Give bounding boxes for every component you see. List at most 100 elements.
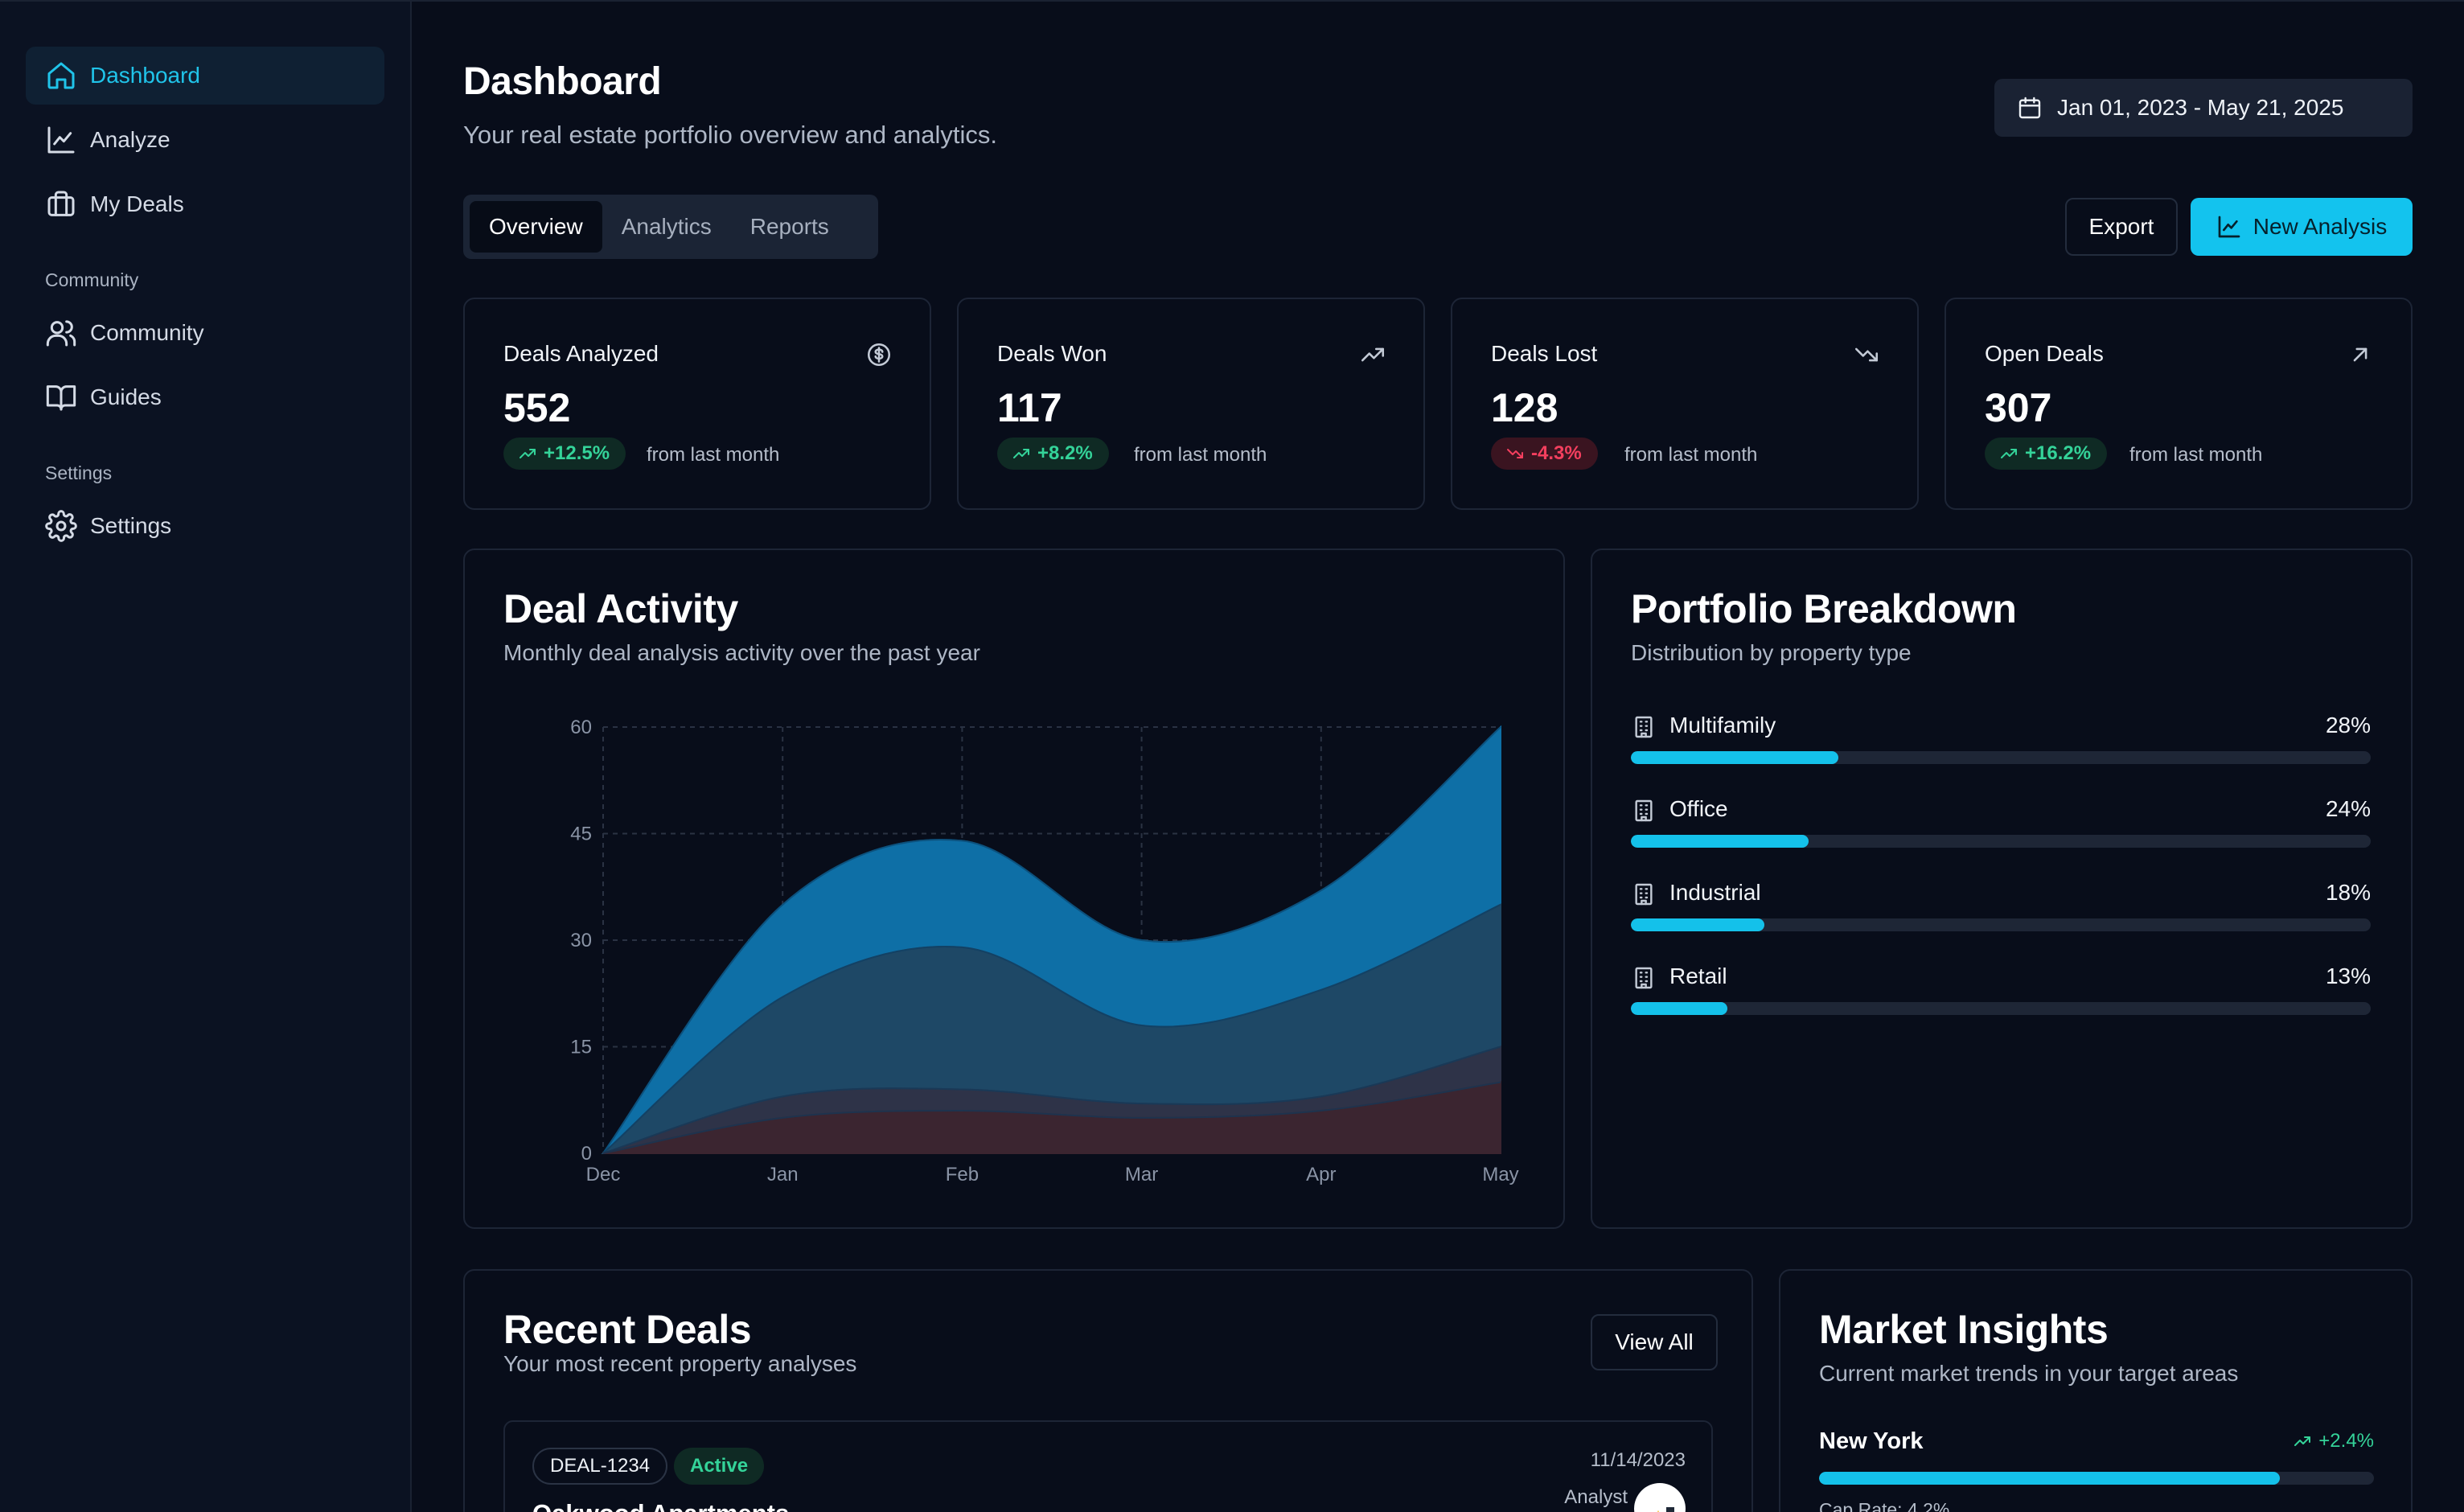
market-change: +2.4%: [2293, 1430, 2374, 1452]
portfolio-progress-fill: [1631, 751, 1838, 764]
sidebar-item-my-deals[interactable]: My Deals: [26, 175, 384, 233]
deal-analyst-label: Analyst: [1564, 1486, 1628, 1508]
stat-card-deals-lost: Deals Lost 128 -4.3% from last month: [1451, 298, 1919, 510]
x-tick-label: Dec: [586, 1164, 621, 1185]
portfolio-type-name: Office: [1669, 796, 1728, 821]
portfolio-breakdown-card: Portfolio Breakdown Distribution by prop…: [1591, 549, 2413, 1229]
x-tick-label: Mar: [1125, 1164, 1158, 1185]
market-insights-card: Market Insights Current market trends in…: [1779, 1269, 2413, 1512]
sidebar-item-dashboard[interactable]: Dashboard: [26, 47, 384, 105]
stat-card-open-deals: Open Deals 307 +16.2% from last month: [1945, 298, 2413, 510]
x-tick-label: May: [1482, 1164, 1518, 1185]
stat-value: 117: [997, 385, 1062, 430]
building-icon: [1635, 716, 1653, 738]
series-line-1: [602, 1046, 1501, 1154]
sidebar-item-guides[interactable]: Guides: [26, 368, 384, 426]
trending-up-icon: [2294, 1436, 2311, 1446]
portfolio-progress-track: [1631, 835, 2371, 848]
export-button[interactable]: Export: [2065, 198, 2178, 256]
page-subtitle: Your real estate portfolio overview and …: [463, 121, 998, 149]
portfolio-row-industrial: Industrial 18%: [1631, 878, 2371, 935]
line-chart-icon: [47, 126, 75, 154]
portfolio-type-name: Industrial: [1669, 880, 1761, 905]
recent-deals-card: Recent Deals Your most recent property a…: [463, 1269, 1753, 1512]
trending-up-icon: [1361, 347, 1385, 362]
series-line-2: [602, 903, 1501, 1154]
date-range-value: Jan 01, 2023 - May 21, 2025: [2057, 95, 2344, 120]
stat-change-badge: +16.2%: [1985, 438, 2108, 470]
portfolio-title: Portfolio Breakdown: [1631, 586, 2017, 631]
stat-note: from last month: [2129, 444, 2263, 466]
new-analysis-button[interactable]: New Analysis: [2191, 198, 2413, 256]
sidebar-item-label: Analyze: [90, 127, 170, 152]
tab-reports[interactable]: Reports: [749, 214, 829, 239]
tab-analytics[interactable]: Analytics: [621, 214, 712, 239]
portfolio-type-percent: 24%: [2325, 796, 2371, 821]
market-insights-title: Market Insights: [1819, 1307, 2109, 1352]
series-line-0: [602, 1081, 1501, 1154]
sidebar-item-label: Settings: [90, 513, 172, 538]
y-tick-label: 0: [581, 1143, 592, 1165]
calendar-icon: [2018, 97, 2041, 119]
portfolio-row-retail: Retail 13%: [1631, 962, 2371, 1018]
portfolio-type-percent: 13%: [2325, 963, 2371, 988]
trending-up-icon: [519, 449, 536, 458]
stat-note: from last month: [1624, 444, 1758, 466]
avatar-image: [1636, 1485, 1684, 1512]
y-tick-label: 45: [570, 824, 592, 845]
stat-change-badge: +8.2%: [997, 438, 1109, 470]
sidebar-item-community[interactable]: Community: [26, 304, 384, 362]
x-tick-label: Feb: [946, 1164, 979, 1185]
view-tabs: Overview Analytics Reports: [463, 195, 878, 259]
stat-note: from last month: [647, 444, 780, 466]
sidebar-item-label: Guides: [90, 384, 162, 409]
portfolio-subtitle: Distribution by property type: [1631, 640, 1912, 665]
book-icon: [46, 385, 76, 411]
page-title: Dashboard: [463, 60, 662, 103]
portfolio-progress-track: [1631, 751, 2371, 764]
market-cap-rate: Cap Rate: 4.2%: [1819, 1499, 1950, 1512]
market-insights-subtitle: Current market trends in your target are…: [1819, 1361, 2239, 1386]
sidebar-section-settings: Settings: [45, 462, 113, 483]
recent-deals-title: Recent Deals: [503, 1307, 752, 1352]
building-icon: [1635, 967, 1653, 989]
stat-value: 128: [1491, 385, 1558, 430]
dollar-circle-icon: [867, 343, 891, 367]
sidebar-item-analyze[interactable]: Analyze: [26, 111, 384, 169]
stat-label: Deals Lost: [1491, 341, 1598, 366]
sidebar-section-community: Community: [45, 269, 139, 290]
stat-card-deals-analyzed: Deals Analyzed 552 +12.5% from last mont…: [463, 298, 931, 510]
portfolio-progress-fill: [1631, 1002, 1727, 1015]
stat-change-badge: +12.5%: [503, 438, 626, 470]
sidebar-item-label: Community: [90, 320, 204, 345]
date-range-picker[interactable]: Jan 01, 2023 - May 21, 2025: [1994, 79, 2413, 137]
users-icon: [46, 320, 76, 347]
stat-note: from last month: [1134, 444, 1267, 466]
y-tick-label: 30: [570, 930, 592, 951]
stat-label: Deals Analyzed: [503, 341, 659, 366]
trending-up-icon: [1013, 449, 1029, 458]
view-all-button[interactable]: View All: [1591, 1314, 1718, 1370]
home-icon: [47, 62, 75, 89]
deal-date: 11/14/2023: [1590, 1449, 1686, 1471]
building-icon: [1635, 799, 1653, 822]
deal-id-badge: DEAL-1234: [532, 1448, 668, 1485]
x-tick-label: Jan: [767, 1164, 799, 1185]
portfolio-type-percent: 28%: [2325, 713, 2371, 738]
avatar: [1634, 1483, 1686, 1512]
list-item[interactable]: DEAL-1234 Active Oakwood Apartments 11/1…: [503, 1420, 1713, 1512]
market-progress-fill: [1819, 1472, 2280, 1485]
sidebar-item-label: My Deals: [90, 191, 184, 216]
gear-icon: [45, 510, 77, 542]
market-progress-track: [1819, 1472, 2374, 1485]
sidebar-item-settings[interactable]: Settings: [26, 497, 384, 555]
recent-deals-subtitle: Your most recent property analyses: [503, 1351, 857, 1376]
trending-down-icon: [1854, 347, 1879, 362]
series-line-3: [602, 726, 1501, 1154]
tab-overview[interactable]: Overview: [470, 201, 602, 253]
deal-activity-chart: 0 15 30 45 60 Dec Jan Feb Mar Apr May: [570, 717, 1518, 1185]
status-badge: Active: [674, 1448, 765, 1485]
deal-activity-card: Deal Activity Monthly deal analysis acti…: [463, 549, 1565, 1229]
portfolio-progress-fill: [1631, 835, 1809, 848]
stat-value: 552: [503, 385, 571, 430]
